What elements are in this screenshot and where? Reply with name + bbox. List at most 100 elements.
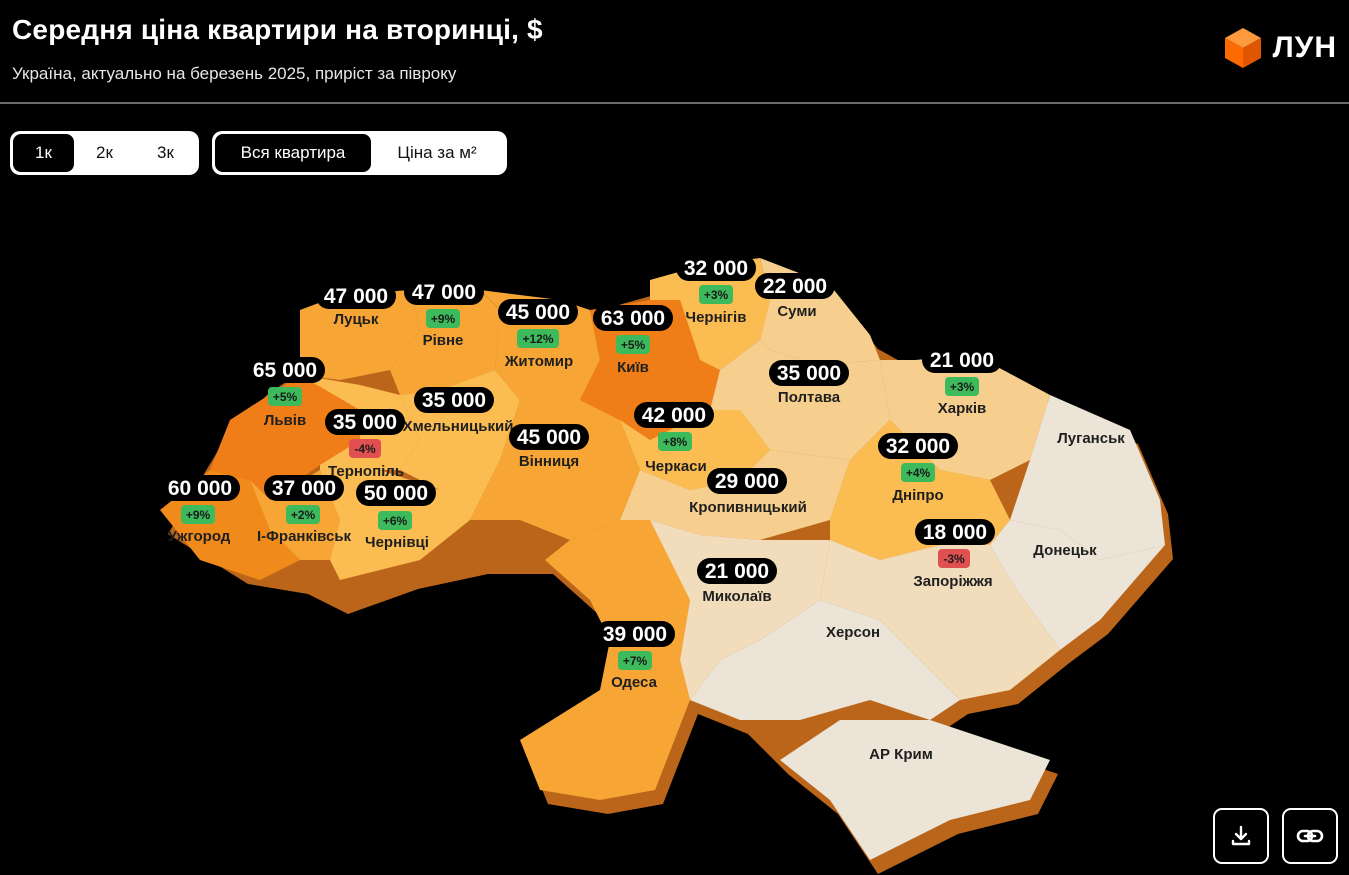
price-badge-zhytomyr[interactable]: 45 000 [498, 299, 578, 325]
price-badge-uzhhorod[interactable]: 60 000 [160, 475, 240, 501]
region-chernihiv[interactable] [650, 258, 770, 370]
svg-text:21 000: 21 000 [705, 560, 769, 583]
label-vinnytsia: Вінниця [519, 453, 579, 470]
label-mykolaiv: Миколаїв [702, 588, 771, 605]
region-kirovohrad[interactable] [620, 450, 850, 540]
price-badge-kyiv[interactable]: 63 000 [593, 305, 673, 331]
label-odesa: Одеса [611, 674, 657, 691]
rooms-3k-button[interactable]: 3к [157, 143, 174, 162]
svg-text:37 000: 37 000 [272, 477, 336, 500]
price-per-m2-button[interactable]: Ціна за м² [397, 143, 477, 162]
svg-text:35 000: 35 000 [422, 389, 486, 412]
label-cherkasy: Черкаси [645, 458, 706, 475]
svg-text:35 000: 35 000 [777, 362, 841, 385]
price-badge-mykolaiv[interactable]: 21 000 [697, 558, 777, 584]
price-badge-kropyvnytskyi[interactable]: 29 000 [707, 468, 787, 494]
label-kropyvnytskyi: Кропивницький [689, 499, 807, 516]
price-badge-chernivtsi[interactable]: 50 000 [356, 480, 436, 506]
label-kharkiv: Харків [938, 400, 986, 417]
change-pill-kharkiv: +3% [945, 377, 979, 396]
svg-text:45 000: 45 000 [506, 301, 570, 324]
price-badge-sumy[interactable]: 22 000 [755, 273, 835, 299]
price-badge-ternopil[interactable]: 35 000 [325, 409, 405, 435]
brand-logo: ЛУН [1223, 26, 1337, 70]
svg-text:63 000: 63 000 [601, 307, 665, 330]
price-badge-lutsk[interactable]: 47 000 [316, 283, 396, 309]
whole-apartment-button[interactable]: Вся квартира [215, 134, 371, 172]
svg-text:60 000: 60 000 [168, 477, 232, 500]
change-pill-kyiv: +5% [616, 335, 650, 354]
label-uzhhorod: Ужгород [168, 528, 231, 545]
region-labels: Луцьк Рівне Житомир Київ Чернігів Суми Л… [168, 303, 1126, 763]
svg-text:+3%: +3% [950, 380, 975, 394]
download-icon [1231, 825, 1251, 846]
price-badge-zaporizhzhia[interactable]: 18 000 [915, 519, 995, 545]
price-badge-khmelnytskyi[interactable]: 35 000 [414, 387, 494, 413]
region-zaporizhzhia[interactable] [820, 540, 1060, 700]
region-odesa[interactable] [520, 520, 700, 800]
price-badge-vinnytsia[interactable]: 45 000 [509, 424, 589, 450]
link-icon [1296, 829, 1324, 843]
label-luhansk: Луганськ [1057, 430, 1125, 447]
page-subtitle: Україна, актуально на березень 2025, при… [12, 64, 457, 83]
price-badge-kharkiv[interactable]: 21 000 [922, 347, 1002, 373]
rooms-1k-button[interactable]: 1к [13, 134, 74, 172]
svg-text:21 000: 21 000 [930, 349, 994, 372]
region-kherson[interactable] [690, 600, 960, 720]
price-badge-dnipro[interactable]: 32 000 [878, 433, 958, 459]
svg-text:+5%: +5% [273, 390, 298, 404]
price-badge-chernihiv[interactable]: 32 000 [676, 255, 756, 281]
page-title: Середня ціна квартири на вторинці, $ [12, 14, 543, 45]
label-crimea: АР Крим [869, 746, 933, 763]
svg-text:29 000: 29 000 [715, 470, 779, 493]
label-rivne: Рівне [423, 332, 464, 349]
region-luhansk[interactable] [1010, 395, 1165, 560]
label-poltava: Полтава [778, 389, 841, 406]
rooms-2k-button[interactable]: 2к [96, 143, 113, 162]
map-regions [160, 258, 1165, 860]
region-crimea[interactable] [780, 720, 1050, 860]
price-badge-rivne[interactable]: 47 000 [404, 279, 484, 305]
change-pill-odesa: +7% [618, 651, 652, 670]
price-badge-odesa[interactable]: 39 000 [595, 621, 675, 647]
svg-text:42 000: 42 000 [642, 404, 706, 427]
price-badge-ivano-frankivsk[interactable]: 37 000 [264, 475, 344, 501]
change-pill-chernivtsi: +6% [378, 511, 412, 530]
price-badges: 47 000 47 000 45 000 63 000 32 000 22 00… [160, 255, 1002, 647]
region-mykolaiv[interactable] [650, 520, 830, 700]
svg-text:+12%: +12% [522, 332, 553, 346]
label-chernivtsi: Чернівці [365, 534, 429, 551]
svg-text:+3%: +3% [704, 288, 729, 302]
svg-text:35 000: 35 000 [333, 411, 397, 434]
logo-text: ЛУН [1272, 31, 1337, 64]
price-badge-poltava[interactable]: 35 000 [769, 360, 849, 386]
change-pill-zaporizhzhia: -3% [938, 549, 970, 568]
change-pill-uzhhorod: +9% [181, 505, 215, 524]
svg-text:+7%: +7% [623, 654, 648, 668]
label-ternopil: Тернопіль [328, 463, 404, 480]
label-ivano-frankivsk: І-Франківськ [257, 528, 352, 545]
label-dnipro: Дніпро [892, 487, 943, 504]
change-pill-cherkasy: +8% [658, 432, 692, 451]
label-sumy: Суми [777, 303, 816, 320]
label-kherson: Херсон [826, 624, 880, 641]
cube-logo-icon [1224, 28, 1261, 68]
region-lviv[interactable] [210, 375, 360, 500]
svg-text:32 000: 32 000 [886, 435, 950, 458]
rooms-toggle: 1к 2к 3к [10, 131, 199, 175]
svg-text:47 000: 47 000 [324, 285, 388, 308]
copy-link-button[interactable] [1282, 808, 1338, 864]
svg-text:-4%: -4% [354, 442, 376, 456]
region-donetsk[interactable] [990, 520, 1165, 650]
price-badge-cherkasy[interactable]: 42 000 [634, 402, 714, 428]
download-button[interactable] [1213, 808, 1269, 864]
region-rivne[interactable] [390, 290, 500, 395]
region-volyn[interactable] [300, 290, 420, 380]
label-kyiv: Київ [617, 359, 649, 376]
change-pill-lviv: +5% [268, 387, 302, 406]
price-badge-lviv[interactable]: 65 000 [245, 357, 325, 383]
change-pill-ternopil: -4% [349, 439, 381, 458]
svg-text:+8%: +8% [663, 435, 688, 449]
svg-text:22 000: 22 000 [763, 275, 827, 298]
